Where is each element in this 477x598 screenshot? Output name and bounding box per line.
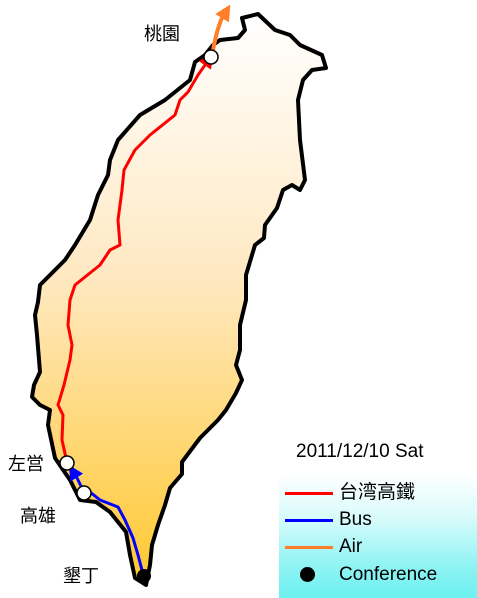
legend-item-bus: Bus <box>279 509 477 533</box>
legend-swatch-air <box>285 546 333 549</box>
legend-label-hsr: 台湾高鐵 <box>339 482 416 503</box>
date-label: 2011/12/10 Sat <box>296 441 424 462</box>
kaohsiung-station-marker <box>76 485 92 501</box>
place-label-zuoying: 左営 <box>8 454 44 475</box>
zuoying-station-marker <box>59 455 75 471</box>
legend-item-conference: Conference <box>279 564 477 588</box>
legend-label-bus: Bus <box>339 509 372 530</box>
legend-item-air: Air <box>279 536 477 560</box>
bus-route <box>68 464 145 575</box>
taoyuan-station-marker <box>203 49 219 65</box>
place-label-taoyuan: 桃園 <box>144 24 180 45</box>
legend-swatch-hsr <box>285 492 333 495</box>
legend-label-conference: Conference <box>339 564 438 585</box>
legend-dot-conference <box>300 567 315 582</box>
island-coastline <box>30 12 328 587</box>
legend-swatch-bus <box>285 519 333 522</box>
legend-item-hsr: 台湾高鐵 <box>279 482 477 506</box>
kenting-conference-marker <box>137 569 151 583</box>
air-route <box>210 4 231 56</box>
hsr-route <box>56 53 214 459</box>
legend-label-air: Air <box>339 536 363 557</box>
place-label-kenting: 墾丁 <box>63 566 99 587</box>
legend: 台湾高鐵 Bus Air Conference <box>279 474 477 598</box>
place-label-kaohsiung: 高雄 <box>20 506 56 527</box>
